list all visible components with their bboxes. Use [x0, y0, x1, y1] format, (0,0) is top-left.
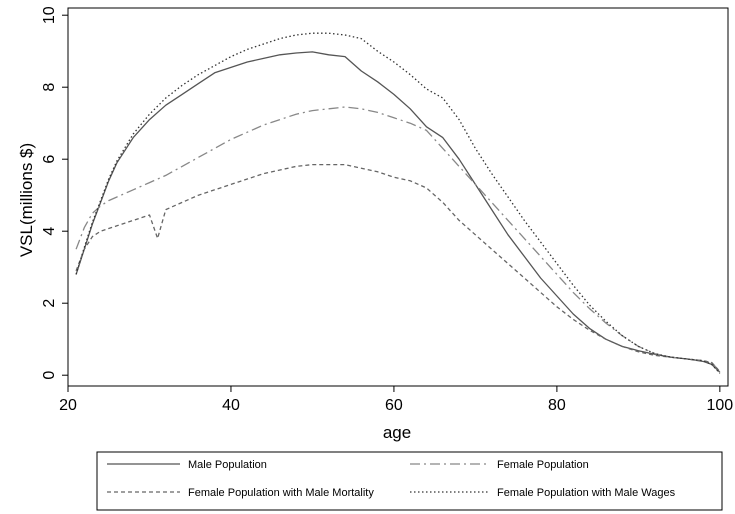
x-axis-title: age: [383, 423, 411, 442]
x-tick-label: 80: [548, 397, 566, 414]
x-tick-label: 100: [707, 397, 734, 414]
y-tick-label: 8: [41, 83, 58, 92]
series-line-2: [75, 106, 721, 373]
series-line-4: [75, 32, 721, 374]
series-line-1: [75, 51, 721, 373]
y-tick-label: 0: [41, 371, 58, 380]
x-axis: 20 40 60 80 100: [59, 386, 733, 414]
legend-label-4: Female Population with Male Wages: [497, 487, 676, 499]
y-axis-title: VSL(millions $): [17, 143, 36, 257]
y-tick-label: 6: [41, 155, 58, 164]
y-axis: 0 2 4 6 8 10: [41, 6, 68, 380]
legend-label-3: Female Population with Male Mortality: [188, 487, 374, 499]
series-layer: [75, 32, 721, 374]
y-tick-label: 4: [41, 227, 58, 236]
legend: Male Population Female Population Female P…: [96, 451, 723, 511]
legend-box: [96, 451, 723, 511]
plot-border: [67, 7, 729, 387]
y-tick-label: 2: [41, 299, 58, 308]
x-tick-label: 60: [385, 397, 403, 414]
plot-frame: [67, 7, 729, 387]
legend-label-2: Female Population: [497, 459, 589, 471]
y-tick-label: 10: [41, 6, 58, 24]
legend-label-1: Male Population: [188, 459, 267, 471]
x-tick-label: 40: [222, 397, 240, 414]
series-line-3: [75, 163, 721, 373]
x-tick-label: 20: [59, 397, 77, 414]
